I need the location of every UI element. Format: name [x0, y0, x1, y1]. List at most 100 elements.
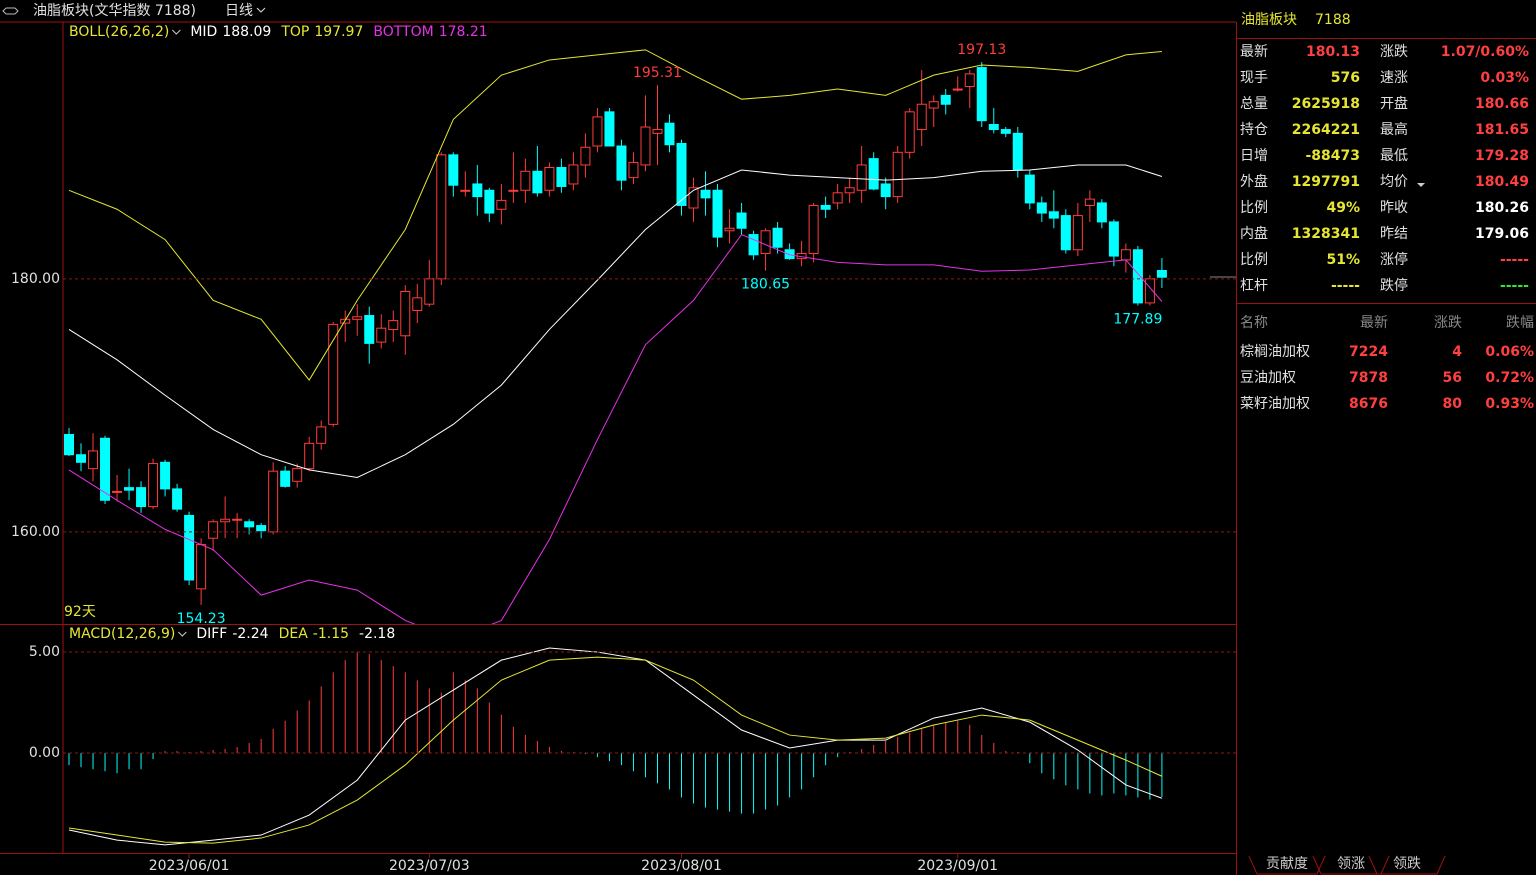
candle-body [304, 442, 315, 470]
candle-body [664, 122, 675, 146]
indicator-label[interactable]: BOLL(26,26,2) [69, 24, 169, 40]
candle-body [76, 454, 87, 463]
quote-label: 昨收 [1380, 200, 1408, 216]
candle-body [640, 126, 651, 166]
candle-body [856, 164, 867, 191]
candle-body [904, 111, 915, 153]
candle-body [244, 521, 255, 528]
candle-body [676, 142, 687, 206]
quote-label: 比例 [1240, 252, 1268, 268]
boll-line [68, 49, 1162, 381]
peak-label: 195.31 [633, 65, 682, 81]
candle-body [1072, 215, 1083, 251]
related-value: 8676 [1349, 396, 1388, 412]
legend-value: 178.21 [439, 24, 488, 40]
tab-shape[interactable] [1368, 855, 1446, 875]
candle-body [1024, 174, 1035, 204]
candle-body [1012, 132, 1023, 171]
quote-name: 油脂板块 [1241, 12, 1297, 28]
candle-body [364, 315, 375, 344]
indicator-label[interactable]: MACD(12,26,9) [69, 626, 175, 642]
candle-body [412, 297, 423, 311]
candle-body [232, 518, 243, 521]
tab[interactable]: 领涨 [1337, 856, 1365, 872]
candle-body [592, 116, 603, 147]
candle-body [532, 170, 543, 194]
candle-body [832, 192, 843, 204]
quote-label: 昨结 [1380, 226, 1408, 242]
macd-line [68, 656, 1163, 844]
candle-body [1048, 211, 1059, 219]
candle-body [868, 158, 879, 190]
tab-shape[interactable] [1312, 855, 1390, 875]
candle-body [292, 468, 303, 482]
related-value: 0.72% [1485, 370, 1534, 386]
quote-label: 速涨 [1380, 70, 1408, 86]
candle-body [1036, 202, 1047, 214]
candle-body [520, 170, 531, 191]
quote-value: 576 [1331, 70, 1360, 86]
candle-body [256, 525, 267, 532]
quote-value: ----- [1500, 252, 1529, 268]
y-tick-label: 160.00 [11, 524, 60, 540]
candle-body [652, 129, 663, 134]
period-count: 92天 [64, 604, 96, 620]
macd-line [68, 647, 1163, 846]
candle-body [604, 111, 615, 147]
legend-name: MID [190, 24, 217, 40]
candle-body [628, 161, 639, 179]
x-tick-label: 2023/09/01 [917, 858, 998, 874]
candle-body [196, 544, 207, 590]
quote-value: -88473 [1305, 148, 1360, 164]
peak-label: 177.89 [1113, 312, 1162, 328]
candle-body [1120, 249, 1131, 261]
candle-body [880, 183, 891, 198]
indicator-chevron[interactable] [171, 29, 181, 35]
candle-body [760, 230, 771, 255]
related-name[interactable]: 棕榈油加权 [1240, 344, 1310, 360]
quote-value: ----- [1500, 278, 1529, 294]
legend-name: BOTTOM [373, 24, 433, 40]
candle-body [616, 145, 627, 181]
related-name[interactable]: 菜籽油加权 [1240, 396, 1310, 412]
peak-label: 154.23 [177, 611, 226, 627]
candle-body [400, 291, 411, 337]
quote-label: 最新 [1240, 44, 1268, 60]
legend-value: 188.09 [222, 24, 271, 40]
candle-body [1132, 249, 1143, 304]
legend-value: -1.15 [313, 626, 349, 642]
quote-label: 涨跌 [1380, 44, 1408, 60]
candle-body [976, 67, 987, 122]
y-tick-label: 0.00 [29, 745, 60, 761]
quote-value: 180.13 [1306, 44, 1360, 60]
y-tick-label: 180.00 [11, 271, 60, 287]
quote-label: 外盘 [1240, 173, 1268, 190]
quote-value: 49% [1326, 200, 1360, 216]
quote-label: 总量 [1240, 96, 1268, 112]
period-chevron[interactable] [256, 7, 266, 13]
quote-label: 比例 [1240, 200, 1268, 216]
indicator-chevron[interactable] [177, 631, 187, 637]
quote-value: 0.03% [1480, 70, 1529, 86]
candle-body [352, 316, 363, 320]
quote-label: 开盘 [1380, 95, 1408, 112]
candle-body [88, 450, 99, 470]
quote-value: 179.06 [1475, 226, 1529, 242]
candle-body [772, 227, 783, 248]
related-value: 80 [1443, 396, 1463, 412]
link-icon[interactable] [2, 7, 19, 15]
candle-body [844, 187, 855, 194]
candle-body [100, 437, 111, 501]
tab[interactable]: 贡献度 [1266, 856, 1308, 872]
legend-value: 197.97 [314, 24, 363, 40]
quote-label: 均价 [1380, 174, 1408, 190]
candle-body [508, 189, 519, 192]
quote-value: 180.26 [1475, 200, 1529, 216]
related-value: 4 [1452, 344, 1462, 360]
candle-body [64, 433, 74, 456]
period-select[interactable]: 日线 [225, 3, 253, 19]
tab-shape[interactable] [1248, 855, 1326, 875]
tab[interactable]: 领跌 [1393, 856, 1421, 872]
related-name[interactable]: 豆油加权 [1240, 370, 1296, 386]
